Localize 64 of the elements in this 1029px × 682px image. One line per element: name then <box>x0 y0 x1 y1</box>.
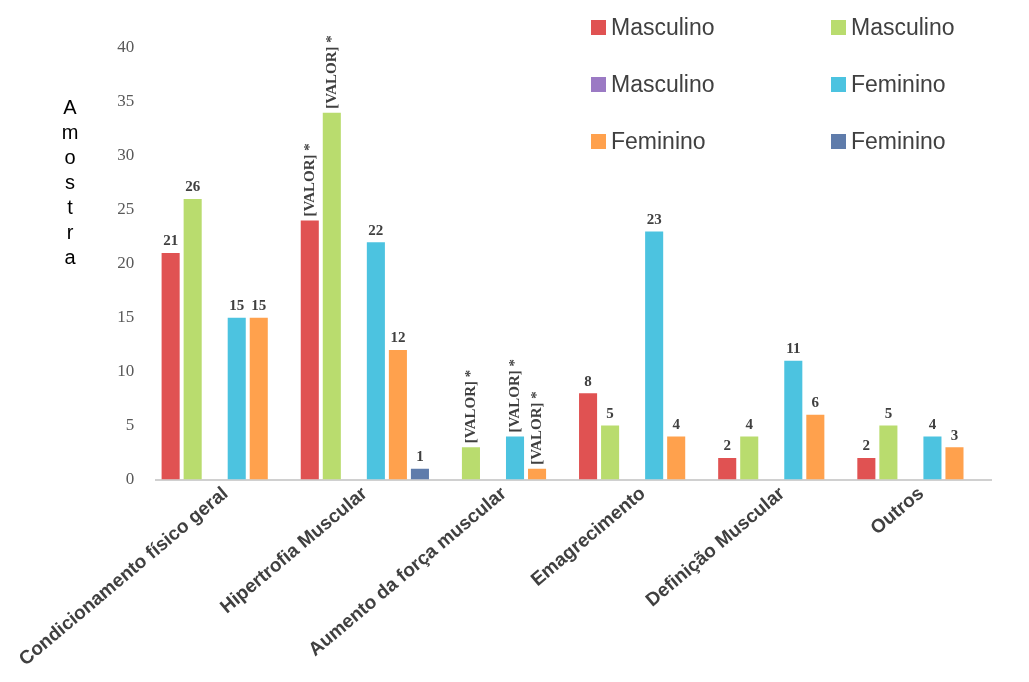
legend-label: Feminino <box>851 71 946 98</box>
data-label: [VALOR] * <box>505 358 522 433</box>
bar <box>740 436 759 480</box>
data-label: 8 <box>584 372 592 389</box>
data-label: 23 <box>646 210 662 227</box>
bar <box>183 199 202 480</box>
data-label: 5 <box>606 404 614 421</box>
data-label: 2 <box>723 437 731 454</box>
data-label: [VALOR] * <box>300 143 317 217</box>
bar <box>806 414 825 480</box>
data-label: 3 <box>950 426 959 443</box>
legend-label: Feminino <box>851 128 946 155</box>
bar <box>718 457 737 480</box>
y-tick-label: 30 <box>117 145 135 165</box>
data-label: [VALOR] * <box>461 369 478 444</box>
legend-label: Masculino <box>851 14 955 41</box>
bar <box>410 468 429 480</box>
data-label: 2 <box>862 437 871 454</box>
legend-label: Feminino <box>611 128 706 155</box>
bar <box>923 436 942 480</box>
data-label: 4 <box>672 415 681 432</box>
data-label: 4 <box>928 415 937 432</box>
data-label: 4 <box>745 415 754 432</box>
data-label: 1 <box>416 448 424 465</box>
bar <box>579 393 598 480</box>
bar <box>161 252 180 480</box>
y-tick-label: 20 <box>117 253 135 273</box>
bar <box>388 350 407 480</box>
bar <box>249 317 268 480</box>
data-label: 22 <box>368 221 384 238</box>
bar <box>601 425 620 480</box>
data-label: [VALOR] * <box>322 35 339 109</box>
y-tick-label: 15 <box>117 307 135 327</box>
data-label: [VALOR] * <box>527 391 544 465</box>
bar <box>645 231 664 480</box>
bar <box>322 112 341 480</box>
legend-label: Masculino <box>611 71 715 98</box>
bar <box>528 468 547 480</box>
y-axis-title: Amostra <box>61 95 79 268</box>
data-label: 26 <box>185 178 201 195</box>
bar <box>366 242 385 480</box>
y-tick-label: 0 <box>125 469 135 488</box>
bar <box>945 447 964 480</box>
bar <box>505 436 525 480</box>
data-label: 6 <box>811 394 820 411</box>
y-tick-label: 35 <box>117 91 135 111</box>
bar <box>667 436 686 480</box>
bar <box>857 457 876 480</box>
bar <box>300 220 319 480</box>
legend-label: Masculino <box>611 14 715 41</box>
bar <box>227 317 246 480</box>
bar <box>461 447 480 480</box>
bar <box>784 360 803 480</box>
y-tick-label: 10 <box>117 361 135 381</box>
y-tick-label: 40 <box>117 37 135 57</box>
data-label: 21 <box>163 232 179 249</box>
data-label: 15 <box>229 297 245 314</box>
data-label: 15 <box>251 297 267 314</box>
data-label: 5 <box>884 404 893 421</box>
y-tick-label: 25 <box>117 199 135 219</box>
bar <box>879 425 898 480</box>
y-tick-label: 5 <box>125 415 135 435</box>
data-label: 12 <box>390 329 406 346</box>
data-label: 11 <box>786 340 801 357</box>
